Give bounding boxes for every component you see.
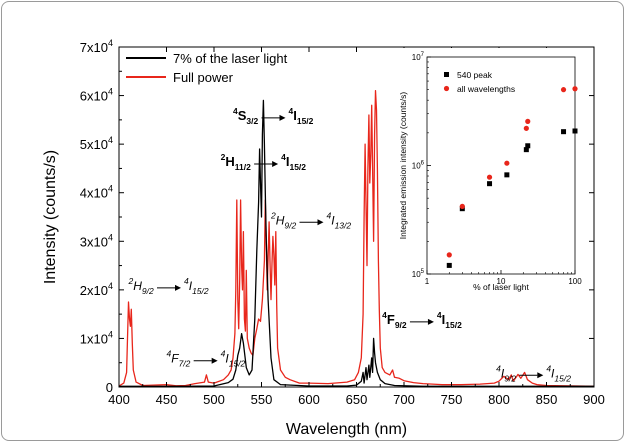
figure-frame: 400 450 500 550 600 650 700 750 800 850 900 0 1x104 2…	[1, 1, 624, 441]
x-tick-label: 650	[346, 392, 368, 407]
x-tick-label: 600	[298, 392, 320, 407]
transition-text: 4F7/2	[167, 349, 191, 369]
legend-label-1: Full power	[173, 70, 234, 85]
inset-point-circle	[525, 118, 531, 124]
x-tick-label: 550	[251, 392, 273, 407]
y-axis-title: Intensity (counts/s)	[42, 150, 59, 284]
inset-point-square	[523, 147, 529, 153]
legend-label-0: 7% of the laser light	[173, 51, 288, 66]
inset-legend-label: 540 peak	[457, 70, 493, 80]
transition-text: 4I9/2	[496, 363, 516, 383]
inset-legend-marker	[444, 72, 449, 77]
inset-x-tick-label: 100	[568, 277, 582, 286]
y-tick-label: 5x104	[80, 135, 113, 152]
y-tick-label: 6x104	[80, 87, 113, 104]
transition-text: 2H9/2	[270, 210, 296, 230]
inset-point-square	[487, 181, 493, 187]
transition-arrowhead	[317, 219, 324, 226]
inset-point-square	[504, 172, 510, 178]
transition-target-text: 4I15/2	[288, 106, 313, 126]
x-tick-label: 850	[536, 392, 558, 407]
transition-text: 2H11/2	[221, 152, 251, 172]
inset-y-axis-title: Integrated emission intensity (counts/s)	[398, 92, 408, 240]
transition-arrowhead	[211, 357, 218, 364]
inset-y-tick-label: 105	[412, 269, 425, 279]
inset-point-circle	[560, 87, 567, 93]
inset-point-square	[525, 143, 531, 149]
inset-point-circle	[446, 252, 452, 258]
inset-x-tick-label: 1	[425, 277, 430, 286]
transition-label-1: 2H11/2 4I15/2	[221, 152, 307, 172]
transition-text: 2H9/2	[128, 276, 154, 296]
transition-target-text: 4I15/2	[221, 349, 246, 369]
inset-point-square	[572, 128, 578, 134]
transition-target-text: 4I15/2	[437, 310, 462, 330]
x-tick-label: 450	[156, 392, 178, 407]
inset-point-circle	[523, 125, 529, 131]
transition-arrowhead	[272, 161, 279, 167]
transition-target-text: 4I15/2	[281, 152, 306, 172]
y-tick-label: 4x104	[80, 184, 113, 201]
x-tick-label: 750	[441, 392, 463, 407]
transition-target-text: 4I15/2	[184, 276, 209, 296]
inset-y-tick-label: 106	[412, 161, 425, 171]
inset-point-circle	[572, 86, 578, 92]
y-tick-label: 2x104	[80, 281, 113, 298]
x-tick-label: 500	[203, 392, 225, 407]
x-tick-label: 700	[393, 392, 415, 407]
inset-legend-label: all wavelengths	[457, 84, 515, 94]
inset-point-circle	[504, 160, 510, 166]
x-axis-title: Wavelength (nm)	[286, 421, 407, 438]
inset-y-tick-label: 107	[412, 52, 425, 62]
y-tick-label: 7x104	[80, 38, 113, 55]
transition-target-text: 4I13/2	[326, 210, 351, 230]
inset-x-tick-label: 10	[497, 277, 506, 286]
transition-arrowhead	[174, 284, 181, 291]
series-line-0	[119, 99, 594, 387]
transition-label-5: 4F9/2 4I15/2	[382, 310, 462, 330]
inset-x-axis-title: % of laser light	[473, 282, 529, 292]
transition-text: 4S3/2	[233, 106, 258, 126]
transition-label-0: 4S3/2 4I15/2	[233, 106, 314, 126]
transition-arrowhead	[427, 318, 434, 325]
transition-text: 4F9/2	[382, 310, 407, 330]
inset-point-circle	[459, 203, 465, 209]
transition-label-3: 2H9/2 4I15/2	[128, 276, 209, 296]
y-tick-label: 1x104	[80, 329, 113, 346]
emission-spectrum-chart: 400 450 500 550 600 650 700 750 800 850 900 0 1x104 2…	[42, 38, 605, 438]
inset-point-circle	[486, 174, 493, 180]
transition-label-6: 4I9/2 4I15/2	[496, 363, 571, 383]
transition-label-4: 4F7/2 4I15/2	[167, 349, 246, 369]
series-line-1	[118, 90, 595, 387]
y-tick-label: 3x104	[80, 232, 113, 249]
y-tick-label: 0	[106, 380, 113, 395]
x-tick-label: 900	[583, 392, 605, 407]
transition-arrowhead	[537, 372, 544, 379]
inset-legend-marker	[443, 85, 450, 92]
transition-label-2: 2H9/2 4I13/2	[270, 210, 351, 230]
transition-target-text: 4I15/2	[546, 363, 571, 383]
inset-background	[398, 48, 588, 292]
inset-point-square	[561, 129, 567, 135]
x-tick-label: 800	[488, 392, 510, 407]
transition-arrowhead	[279, 114, 286, 121]
inset-point-square	[446, 262, 452, 268]
x-tick-label: 400	[108, 392, 130, 407]
